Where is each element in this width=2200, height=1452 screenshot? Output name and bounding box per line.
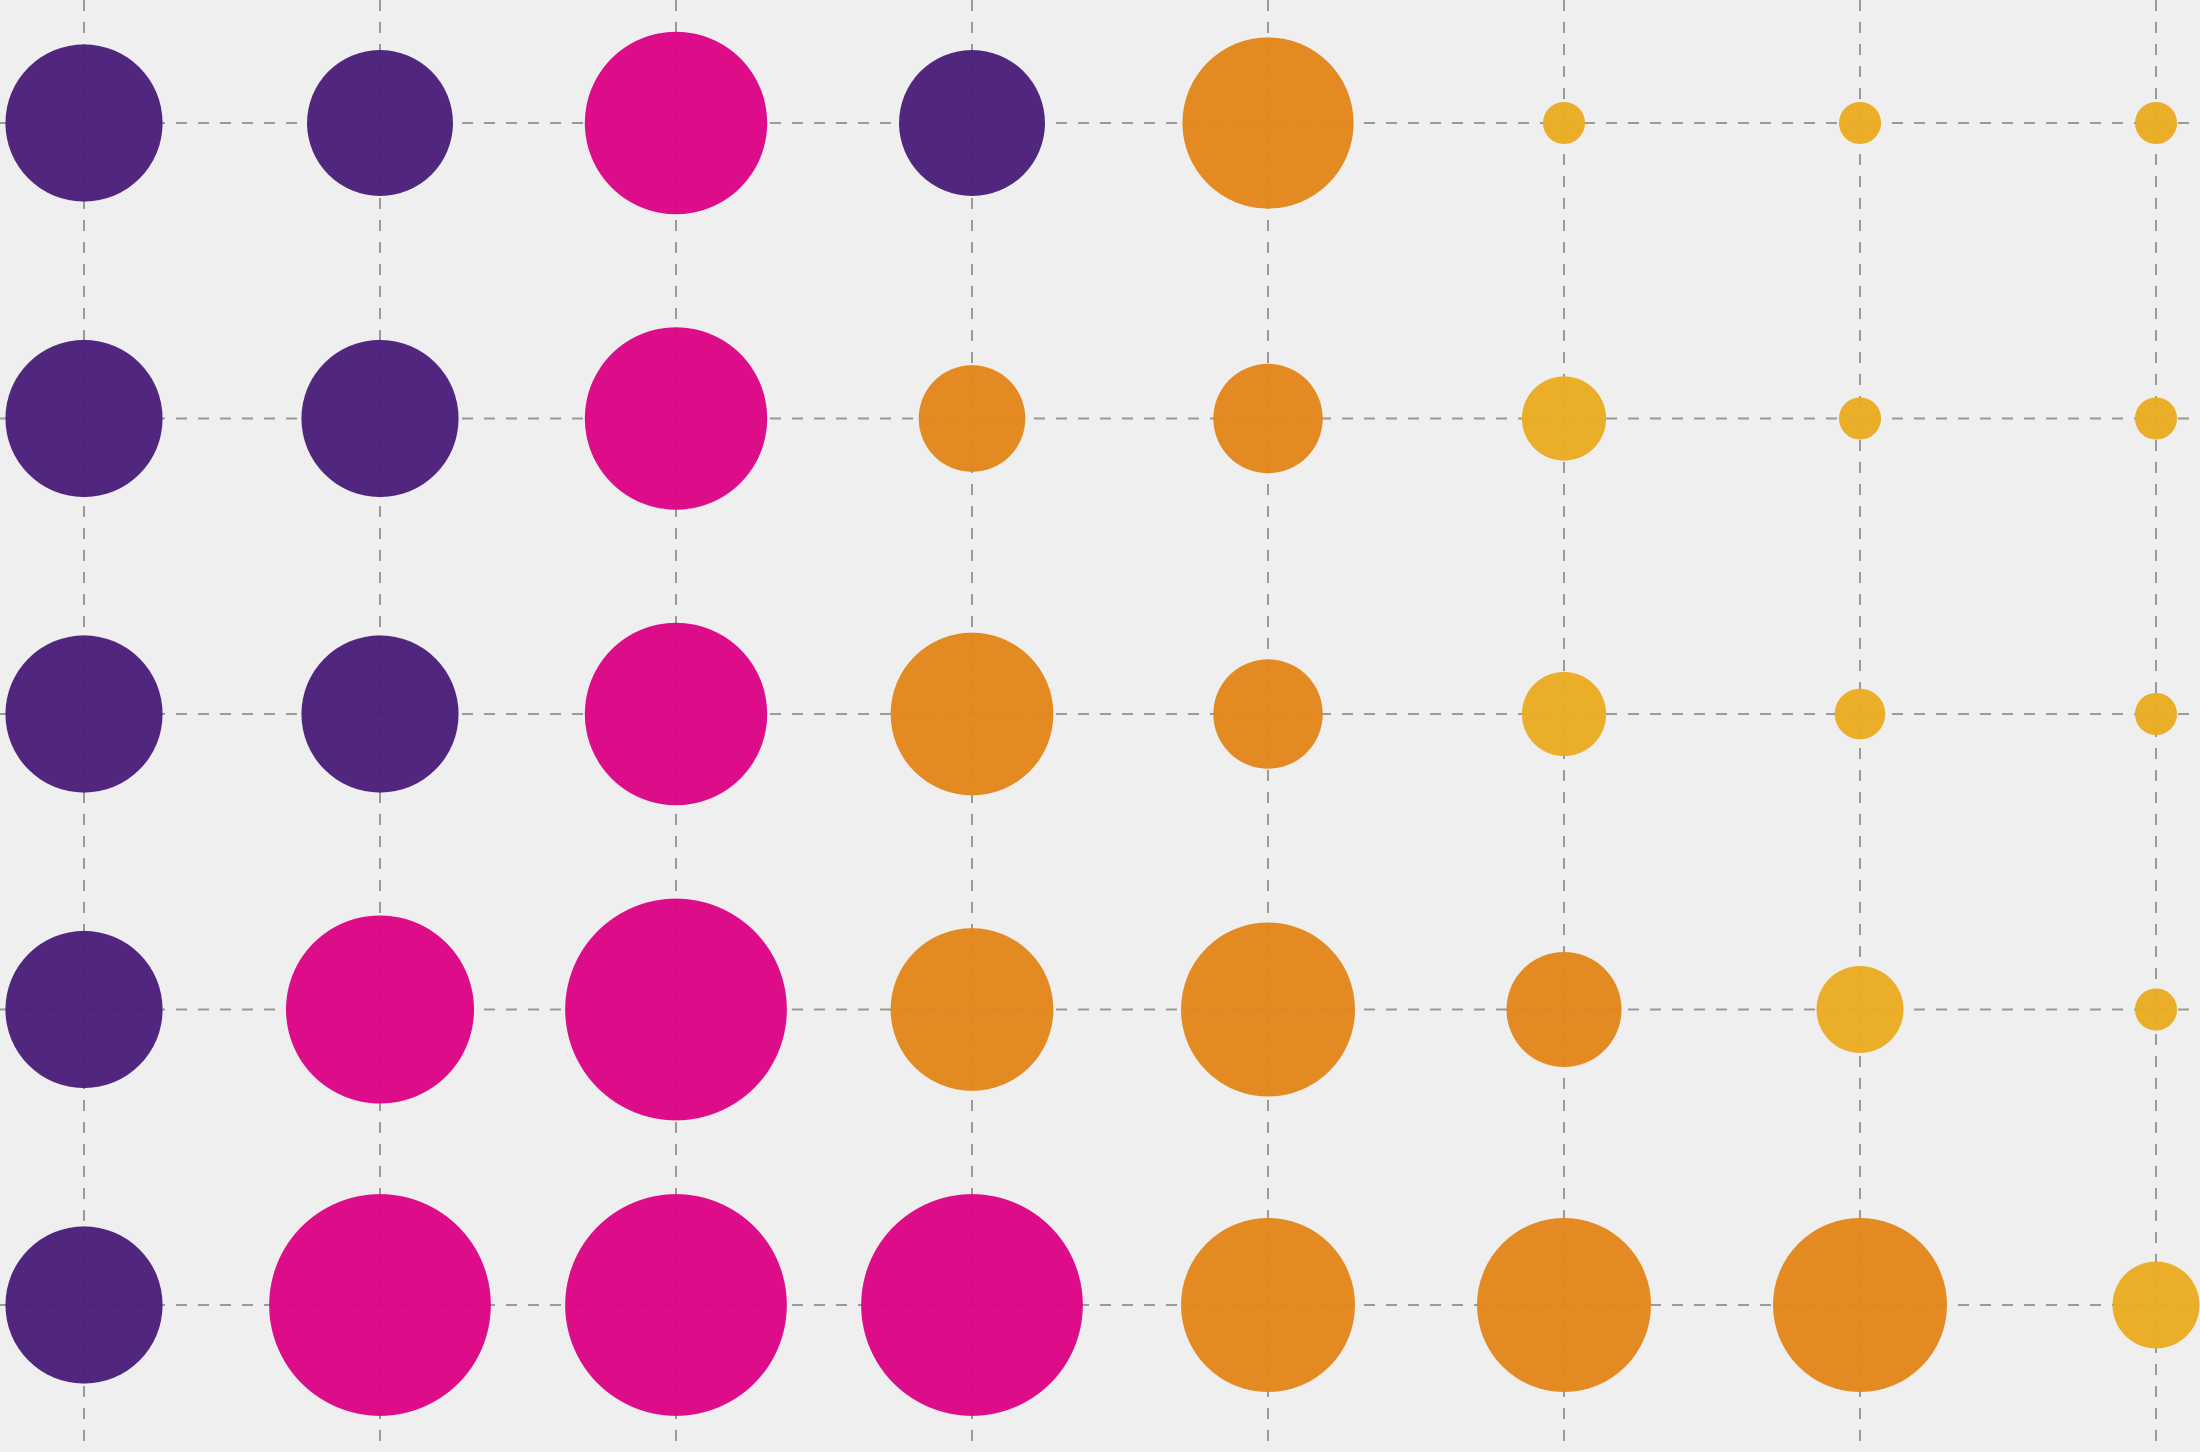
bubble [1521,671,1607,757]
bubble [5,930,163,1089]
bubble [1477,1218,1651,1392]
bubble [301,635,459,793]
bubble [2134,397,2178,440]
bubble [918,365,1026,472]
bubble [1213,363,1323,474]
bubble [2134,101,2178,145]
bubble [1834,688,1886,740]
bubble [584,622,768,806]
bubble [890,632,1054,796]
bubble [5,339,163,498]
bubble [1181,922,1355,1097]
bubble [301,339,459,498]
bubble [1182,37,1354,209]
bubble [285,915,475,1104]
bubble [584,31,768,215]
bubble [584,327,768,510]
bubble [269,1194,491,1416]
bubble [1542,101,1586,145]
bubble [5,635,163,793]
bubble [307,50,453,196]
bubble [1816,966,1904,1053]
bubble [565,898,787,1121]
bubble [5,44,163,202]
bubble [565,1194,787,1416]
bubble [1213,659,1323,769]
bubble [1521,376,1607,461]
bubble [1838,397,1882,440]
bubble [1506,951,1622,1068]
bubble [1838,101,1882,145]
bubble [899,50,1045,196]
bubble [2134,988,2178,1031]
bubble [861,1194,1083,1416]
bubble [1181,1218,1355,1392]
bubble [2112,1261,2200,1349]
bubble [890,928,1054,1091]
bubble [5,1226,163,1384]
bubble [2134,692,2178,736]
bubble [1773,1218,1947,1392]
